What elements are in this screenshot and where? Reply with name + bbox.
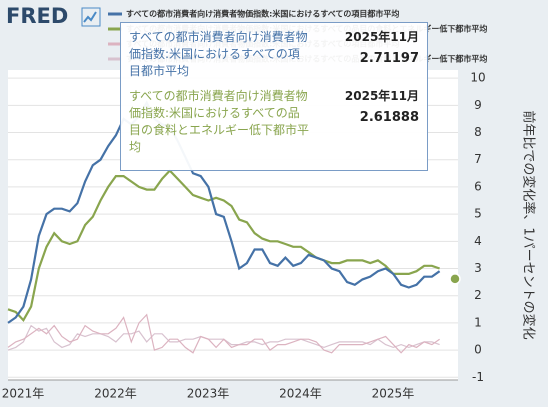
y-tick-label: 3 xyxy=(474,261,482,275)
y-tick-label: 6 xyxy=(474,179,482,193)
y-tick-label: 7 xyxy=(474,152,482,166)
x-tick-label: 2025年 xyxy=(372,387,415,401)
y-tick-label: 8 xyxy=(474,125,482,139)
tooltip-name: すべての都市消費者向け消費者物価指数:米国におけるすべての品目の食料とエネルギー… xyxy=(129,89,310,154)
y-axis-title: 前年比での変化率、1パーセントの変化 xyxy=(521,110,537,339)
tooltip-name: すべての都市消費者向け消費者物価指数:米国におけるすべての項目都市平均 xyxy=(129,30,308,78)
legend-label: すべての都市消費者向け消費者物価指数:米国におけるすべての項目都市平均 xyxy=(126,9,399,19)
logo-frame xyxy=(81,7,101,27)
x-tick-label: 2021年 xyxy=(2,387,45,401)
tooltip-row: すべての都市消費者向け消費者物価指数:米国におけるすべての項目都市平均 2025… xyxy=(129,29,419,80)
hover-marker xyxy=(449,273,461,285)
x-tick-label: 2023年 xyxy=(187,387,230,401)
y-tick-label: 0 xyxy=(474,343,482,357)
y-tick-label: 4 xyxy=(474,234,482,248)
logo-icon xyxy=(83,11,97,23)
y-tick-label: 10 xyxy=(470,71,485,85)
y-tick-label: -1 xyxy=(472,370,484,384)
tooltip-date: 2025年11月 xyxy=(344,30,419,44)
x-tick-label: 2022年 xyxy=(94,387,137,401)
tooltip: すべての都市消費者向け消費者物価指数:米国におけるすべての項目都市平均 2025… xyxy=(120,22,428,171)
tooltip-row: すべての都市消費者向け消費者物価指数:米国におけるすべての品目の食料とエネルギー… xyxy=(129,88,419,156)
tooltip-value: 2.71197 xyxy=(359,51,419,66)
tooltip-value: 2.61888 xyxy=(359,110,419,125)
y-tick-label: 9 xyxy=(474,98,482,112)
y-tick-label: 2 xyxy=(474,288,482,302)
x-tick-label: 2024年 xyxy=(279,387,322,401)
logo: FRED xyxy=(6,4,68,28)
y-tick-label: 1 xyxy=(474,315,482,329)
y-tick-label: 5 xyxy=(474,207,482,221)
tooltip-date: 2025年11月 xyxy=(344,89,419,103)
